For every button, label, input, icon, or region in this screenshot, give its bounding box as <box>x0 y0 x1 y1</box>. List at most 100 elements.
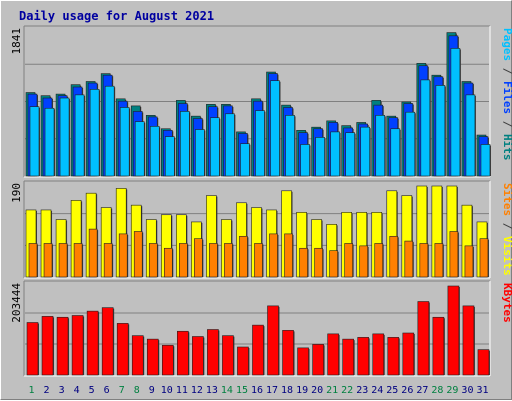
axis-label-part: Hits <box>501 134 512 161</box>
bar-pages-10 <box>164 136 175 177</box>
bar-pages-17 <box>270 80 280 177</box>
bar-pages-3 <box>59 97 70 177</box>
bar-kbytes-15 <box>237 346 249 376</box>
bar-pages-8 <box>134 121 145 177</box>
bar-sites-24 <box>374 243 384 278</box>
x-tick-label-5: 5 <box>89 385 95 396</box>
chart-panels: 1841 Pages / Files / Hits 190 Sites / Visit… <box>10 25 512 377</box>
bar-sites-18 <box>284 233 293 278</box>
axis-label-part: / <box>501 114 512 134</box>
bar-pages-20 <box>315 137 325 177</box>
x-tick-label-2: 2 <box>44 385 50 396</box>
x-tick-label-13: 13 <box>206 385 218 396</box>
bar-pages-1 <box>29 106 40 177</box>
bar-pages-13 <box>210 117 220 177</box>
bar-sites-21 <box>329 250 338 278</box>
bar-sites-25 <box>389 235 399 278</box>
chart-title: Daily usage for August 2021 <box>19 9 214 23</box>
bar-sites-23 <box>359 245 369 278</box>
axis-label-part: Files <box>501 81 512 114</box>
bar-sites-30 <box>464 245 474 278</box>
x-tick-label-17: 17 <box>266 385 278 396</box>
bar-pages-30 <box>465 94 476 177</box>
bar-kbytes-3 <box>56 316 69 376</box>
bar-pages-6 <box>104 85 115 177</box>
bar-kbytes-21 <box>327 333 339 376</box>
x-tick-label-19: 19 <box>296 385 308 396</box>
bar-kbytes-29 <box>447 285 460 376</box>
chart-panel-1: 1841 Pages / Files / Hits <box>10 25 512 178</box>
y-axis-series-label: Sites / Visits <box>501 183 512 276</box>
bar-kbytes-20 <box>312 344 324 376</box>
bar-sites-2 <box>43 243 53 278</box>
bar-sites-4 <box>73 243 83 278</box>
bar-sites-19 <box>299 247 308 278</box>
axis-label-part: Pages <box>501 28 512 61</box>
bar-sites-11 <box>179 243 188 278</box>
bar-pages-15 <box>240 143 250 177</box>
bar-pages-12 <box>195 129 205 177</box>
bar-pages-14 <box>225 113 235 177</box>
bar-pages-28 <box>435 85 446 177</box>
chart-panel-2: 190 Sites / Visits <box>10 180 512 279</box>
bar-pages-29 <box>450 48 461 177</box>
bar-sites-10 <box>163 247 173 278</box>
x-tick-label-7: 7 <box>119 385 125 396</box>
x-tick-label-29: 29 <box>446 385 458 396</box>
bar-sites-1 <box>28 243 38 278</box>
bar-kbytes-11 <box>177 330 189 376</box>
bar-sites-27 <box>419 243 429 278</box>
bar-kbytes-8 <box>131 335 144 376</box>
bar-pages-26 <box>405 111 416 177</box>
x-tick-label-28: 28 <box>431 385 443 396</box>
axis-label-part: Visits <box>501 236 512 276</box>
bar-pages-21 <box>330 131 340 177</box>
bar-sites-31 <box>479 238 489 278</box>
axis-label-part: / <box>501 61 512 81</box>
bar-kbytes-27 <box>417 301 430 376</box>
x-tick-label-1: 1 <box>29 385 35 396</box>
x-tick-label-15: 15 <box>236 385 248 396</box>
bar-kbytes-4 <box>71 315 84 376</box>
x-tick-label-11: 11 <box>176 385 188 396</box>
bar-sites-13 <box>209 243 218 278</box>
bar-pages-7 <box>119 107 130 177</box>
x-tick-label-20: 20 <box>311 385 323 396</box>
bar-sites-22 <box>344 243 353 278</box>
bar-kbytes-28 <box>432 316 445 376</box>
x-tick-label-9: 9 <box>149 385 155 396</box>
bar-kbytes-30 <box>462 305 475 376</box>
axis-label-part: Sites <box>501 183 512 216</box>
bar-sites-12 <box>194 238 203 278</box>
bar-sites-7 <box>118 233 128 278</box>
bar-kbytes-14 <box>222 335 234 376</box>
bar-kbytes-19 <box>297 347 309 376</box>
x-tick-label-12: 12 <box>191 385 203 396</box>
bar-kbytes-26 <box>402 332 415 376</box>
bar-sites-20 <box>314 247 323 278</box>
bar-sites-14 <box>224 243 233 278</box>
x-tick-label-23: 23 <box>356 385 368 396</box>
x-tick-label-27: 27 <box>416 385 428 396</box>
x-tick-label-3: 3 <box>59 385 65 396</box>
bar-pages-4 <box>74 94 85 177</box>
bar-pages-23 <box>360 126 371 177</box>
bar-pages-2 <box>44 107 55 177</box>
bar-kbytes-5 <box>86 310 99 376</box>
x-tick-label-22: 22 <box>341 385 353 396</box>
bar-pages-31 <box>480 144 491 177</box>
bar-kbytes-25 <box>387 337 400 376</box>
y-axis-max-label: 190 <box>10 183 23 203</box>
bar-pages-16 <box>255 110 265 177</box>
bar-kbytes-24 <box>372 333 385 376</box>
x-tick-label-25: 25 <box>386 385 398 396</box>
bar-sites-8 <box>133 231 143 278</box>
y-axis-series-label: KBytes <box>501 283 512 323</box>
x-tick-label-18: 18 <box>281 385 293 396</box>
x-tick-label-8: 8 <box>134 385 140 396</box>
y-axis-series-label: Pages / Files / Hits <box>501 28 512 161</box>
x-tick-label-30: 30 <box>461 385 473 396</box>
bar-kbytes-10 <box>161 344 174 376</box>
bar-kbytes-23 <box>357 337 370 376</box>
